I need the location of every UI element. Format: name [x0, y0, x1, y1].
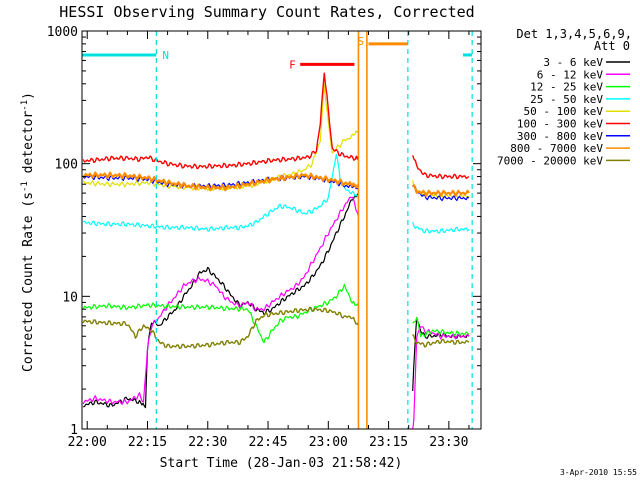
footer-date: 3-Apr-2010 15:55	[560, 468, 637, 477]
series-800-7000-kev-segment-1	[82, 171, 359, 192]
legend-label-12-25-kev: 12 - 25 keV	[530, 81, 603, 94]
series-6-12-kev-segment-1	[82, 196, 359, 405]
y-axis-label-sup2: -1	[20, 100, 30, 111]
flag-n-label: N	[162, 49, 169, 62]
series-100-300-kev-segment-1	[82, 72, 360, 170]
series-25-50-kev-segment-1	[82, 153, 359, 232]
x-tick-label: 23:00	[309, 435, 348, 450]
legend-label-300-800-kev: 300 - 800 keV	[517, 130, 603, 143]
series-25-50-kev-segment-2	[412, 221, 470, 234]
legend-label-6-12-kev: 6 - 12 keV	[537, 68, 604, 81]
x-tick-label: 22:00	[68, 435, 107, 450]
flag-layer: N F S	[82, 35, 473, 71]
legend-label-3-6-kev: 3 - 6 keV	[543, 56, 603, 69]
legend-label-100-300-kev: 100 - 300 keV	[517, 118, 603, 131]
legend-label-7000-20000-kev: 7000 - 20000 keV	[497, 154, 603, 167]
flag-s-label: S	[357, 35, 364, 48]
y-tick-label: 1000	[47, 25, 78, 40]
y-tick-label: 1	[70, 423, 78, 438]
y-axis-label: Corrected Count Rate (s-1 detector-1)	[20, 92, 36, 372]
series-100-300-kev-segment-2	[412, 155, 470, 180]
series-7000-20000-kev-segment-2	[412, 334, 470, 348]
y-axis-label-part1: Corrected Count Rate (s	[21, 192, 36, 372]
x-axis: 22:00 22:15 22:30 22:45 23:00 23:15 23:30	[68, 31, 470, 450]
y-axis-label-part2: detector	[21, 111, 36, 182]
x-tick-label: 22:15	[128, 435, 167, 450]
y-axis: 1 10 100 1000	[47, 25, 481, 438]
flag-f-label: F	[289, 58, 296, 71]
y-axis-label-sup1: -1	[20, 181, 30, 192]
vline-layer	[155, 31, 473, 429]
series-layer	[82, 72, 470, 429]
series-800-7000-kev-segment-2	[411, 184, 470, 197]
legend-label-25-50-kev: 25 - 50 keV	[530, 93, 603, 106]
y-tick-label: 100	[55, 158, 78, 173]
series-12-25-kev-segment-2	[412, 317, 470, 338]
plot-frame	[81, 30, 482, 430]
x-axis-label: Start Time (28-Jan-03 21:58:42)	[160, 456, 403, 471]
series-7000-20000-kev-segment-1	[82, 306, 360, 349]
x-tick-label: 22:45	[248, 435, 287, 450]
series-300-800-kev-segment-2	[412, 185, 470, 202]
x-tick-label: 23:15	[369, 435, 408, 450]
legend-title: Det 1,3,4,5,6,9,	[516, 27, 632, 41]
legend-label-800-7000-kev: 800 - 7000 keV	[510, 142, 603, 155]
x-tick-label: 23:30	[429, 435, 468, 450]
y-axis-label-part3: )	[21, 92, 36, 100]
y-tick-label: 10	[62, 290, 78, 305]
series-3-6-kev-segment-1	[83, 192, 359, 409]
chart-title: HESSI Observing Summary Count Rates, Cor…	[59, 3, 474, 21]
series-6-12-kev-segment-2	[412, 326, 470, 429]
legend-subtitle: Att 0	[594, 39, 630, 53]
legend-label-50-100-kev: 50 - 100 keV	[524, 105, 604, 118]
x-tick-label: 22:30	[188, 435, 227, 450]
